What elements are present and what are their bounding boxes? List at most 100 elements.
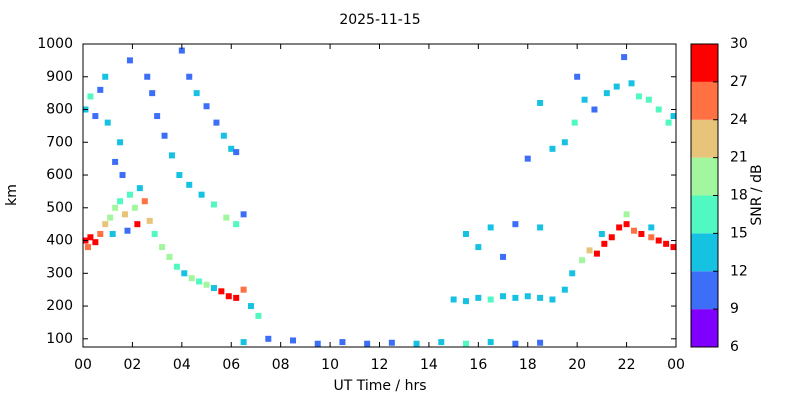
data-cell [462,230,469,237]
data-cell [645,96,652,103]
x-tick-label: 18 [519,357,537,373]
data-cell [487,224,494,231]
data-cell [218,288,225,295]
data-cell [628,80,635,87]
data-cell [97,86,104,93]
x-tick-label: 00 [74,357,92,373]
data-cell [500,253,507,260]
data-cell [537,339,544,346]
data-cell [173,263,180,270]
colorbar-tick-label: 21 [730,150,748,166]
x-tick-label: 00 [667,357,685,373]
data-cell [159,244,166,251]
data-cell [124,227,131,234]
data-cell [413,340,420,347]
colorbar-tick-label: 9 [730,301,739,317]
colorbar-bin [691,44,718,82]
colorbar-bin [691,233,718,272]
data-cell [92,239,99,246]
data-cell [623,211,630,218]
data-cell [149,90,156,97]
colorbar-bin [691,309,718,347]
data-cell [512,221,519,228]
data-cell [579,257,586,264]
data-cell [537,99,544,106]
x-tick-label: 20 [568,357,586,373]
data-cell [193,90,200,97]
data-cell [203,281,210,288]
data-cell [608,234,615,241]
y-tick-label: 900 [46,69,73,85]
colorbar-tick-label: 30 [730,36,748,52]
data-cell [186,181,193,188]
data-cell [84,244,91,251]
data-cell [438,339,445,346]
data-cell [537,294,544,301]
x-tick-label: 12 [371,357,389,373]
data-cell [166,253,173,260]
data-cell [233,221,240,228]
data-cell [161,132,168,139]
data-cell [586,247,593,254]
data-cell [92,113,99,120]
data-cell [220,132,227,139]
data-cell [203,103,210,110]
data-cell [117,139,124,146]
data-cell [248,303,255,310]
data-cell [117,198,124,205]
data-cell [655,237,662,244]
colorbar-tick-label: 12 [730,263,748,279]
data-cell [136,185,143,192]
data-cell [196,278,203,285]
data-cell [665,119,672,126]
y-axis-label: km [4,184,20,206]
data-cell [186,73,193,80]
x-tick-label: 14 [420,357,438,373]
data-cell [601,240,608,247]
data-cell [144,73,151,80]
data-cell [122,211,129,218]
x-axis-label: UT Time / hrs [333,378,426,394]
data-cell [388,339,395,346]
y-tick-label: 1000 [37,36,73,52]
data-cell [104,119,111,126]
data-cell [198,191,205,198]
data-cell [648,234,655,241]
colorbar-bin [691,81,718,120]
data-cell [561,139,568,146]
data-cell [210,201,217,208]
data-cell [225,293,232,300]
data-cell [591,106,598,113]
data-cell [549,296,556,303]
data-cell [500,293,507,300]
data-cell [119,172,126,179]
chart-title: 2025-11-15 [339,12,420,28]
data-cell [621,54,628,61]
data-cell [581,96,588,103]
x-tick-label: 06 [222,357,240,373]
y-tick-label: 600 [46,167,73,183]
data-cell [265,335,272,342]
data-cell [512,340,519,347]
data-cell [561,286,568,293]
y-tick-label: 100 [46,331,73,347]
x-tick-label: 16 [469,357,487,373]
x-tick-label: 10 [321,357,339,373]
data-cell [450,296,457,303]
data-cell [670,113,677,120]
data-cell [112,204,119,211]
data-cell [670,244,677,251]
data-cell [151,230,158,237]
data-cell [635,93,642,100]
data-cell [255,312,262,319]
data-cell [176,172,183,179]
data-cell [154,113,161,120]
data-cell [141,198,148,205]
data-cell [112,158,119,165]
colorbar-bin [691,271,718,310]
data-cell [613,83,620,90]
data-cell [146,217,153,224]
data-cell [168,152,175,159]
data-cell [107,214,114,221]
data-cell [593,250,600,257]
